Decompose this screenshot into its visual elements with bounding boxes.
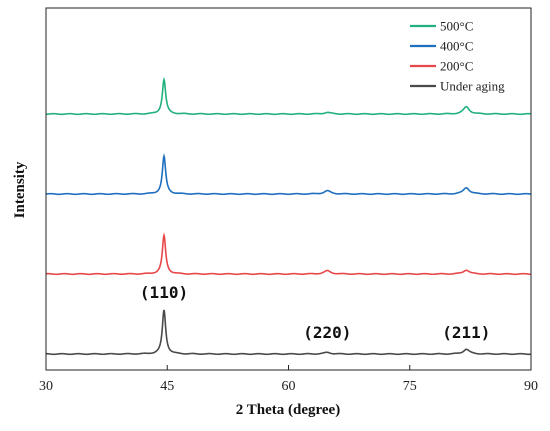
- x-tick-label-90: 90: [524, 379, 538, 394]
- legend-label-2: 400°C: [440, 39, 473, 54]
- legend-label-3: 200°C: [440, 59, 473, 74]
- series-lines: [45, 76, 532, 356]
- x-tick-label-60: 60: [282, 379, 296, 394]
- x-axis-ticks: 30 45 60 75 90: [39, 365, 538, 394]
- series-line-3: [45, 232, 532, 276]
- x-axis-title: 2 Theta (degree): [236, 402, 340, 418]
- peak-label-3: (211): [442, 323, 490, 342]
- y-axis-title: Intensity: [12, 161, 28, 218]
- peak-annotations: (110) (220) (211): [140, 283, 490, 342]
- series-line-2: [45, 153, 532, 196]
- x-tick-label-45: 45: [160, 379, 174, 394]
- x-tick-label-30: 30: [39, 379, 53, 394]
- x-tick-label-75: 75: [403, 379, 417, 394]
- legend: 500°C 400°C 200°C Under aging: [410, 19, 505, 94]
- legend-label-4: Under aging: [440, 79, 505, 94]
- legend-label-1: 500°C: [440, 19, 473, 34]
- peak-label-2: (220): [303, 323, 351, 342]
- series-line-1: [45, 76, 532, 116]
- peak-label-1: (110): [140, 283, 188, 302]
- series-line-4: [45, 309, 532, 356]
